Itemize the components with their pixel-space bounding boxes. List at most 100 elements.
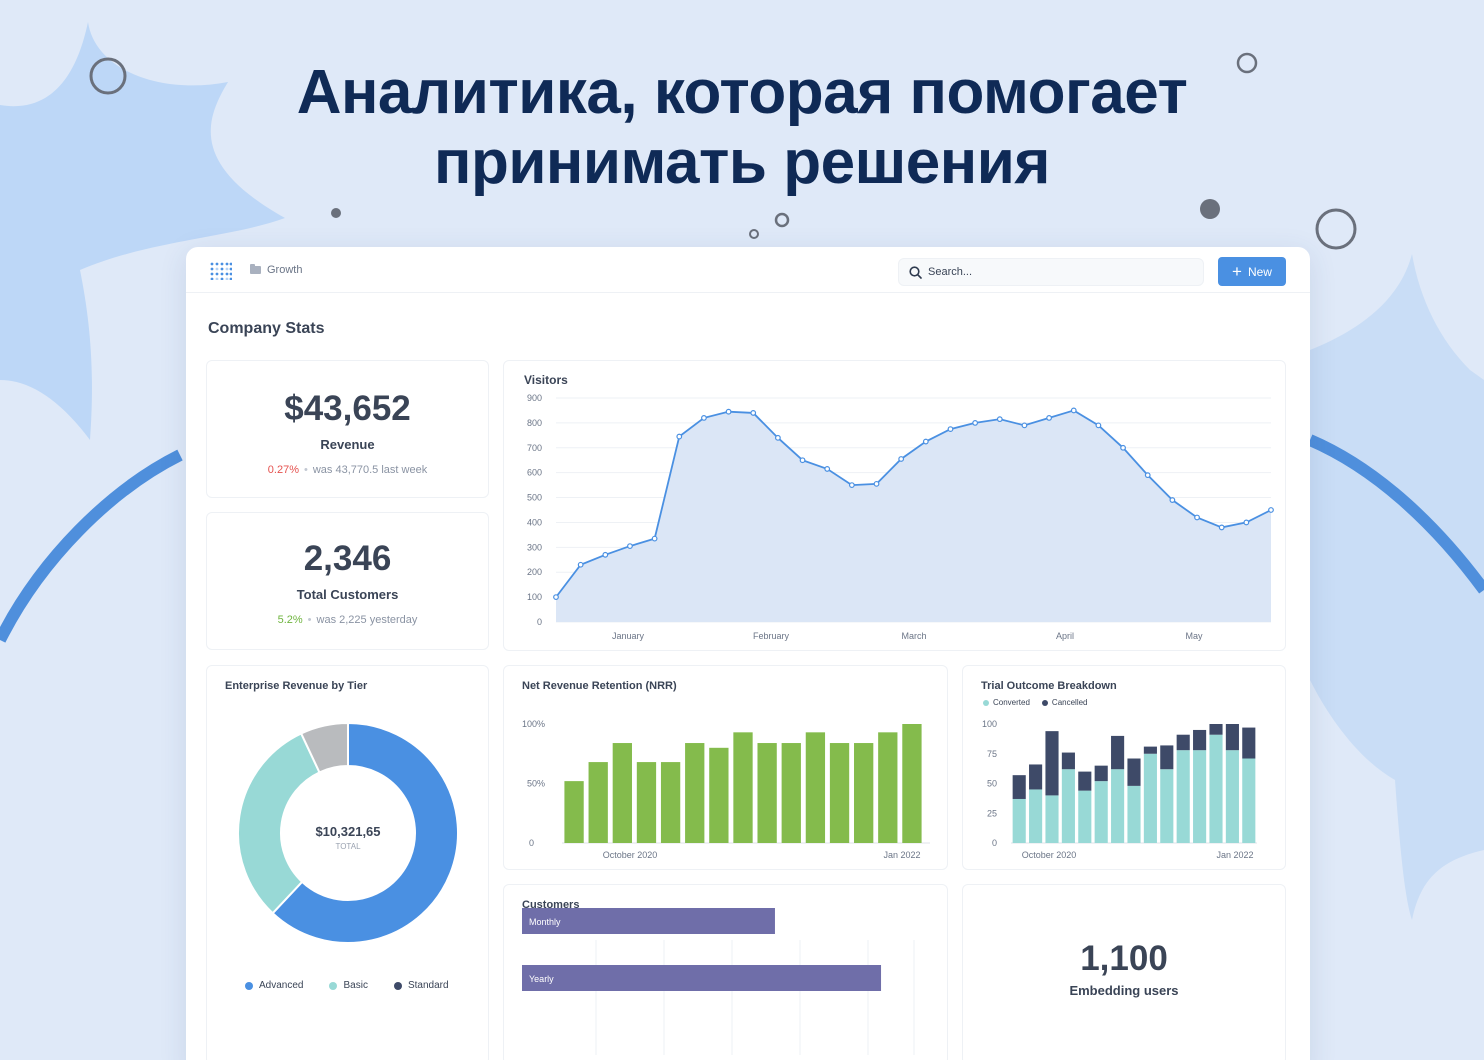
nrr-card[interactable]: Net Revenue Retention (NRR) 0 50% 100% Octo… [503, 665, 948, 870]
visitors-point [972, 419, 979, 426]
revenue-previous: was 43,770.5 last week [312, 464, 428, 476]
dashboard-window: Growth + New Company Stats $43,652 Reven… [186, 247, 1310, 1060]
enterprise-revenue-card[interactable]: Enterprise Revenue by Tier $10,321,65 TOT… [206, 665, 489, 1060]
trial-bar-converted [1127, 785, 1141, 843]
legend-label-advanced: Advanced [259, 980, 304, 991]
trial-y-tick: 0 [992, 838, 997, 848]
visitors-point [1169, 497, 1176, 503]
total-customers-comparison: 5.2% • was 2,225 yesterday [277, 614, 418, 626]
visitors-title: Visitors [524, 373, 568, 387]
visitors-point [873, 480, 880, 487]
breadcrumb-growth[interactable]: Growth [267, 264, 303, 276]
revenue-comparison: 0.27% • was 43,770.5 last week [267, 464, 428, 476]
customers-bar-monthly [522, 908, 775, 934]
nrr-bar [733, 732, 753, 843]
trial-bar-converted [1061, 769, 1075, 843]
app-logo-icon[interactable] [210, 262, 232, 280]
embedding-users-label: Embedding users [1069, 983, 1179, 998]
embedding-users-card[interactable]: 1,100 Embedding users [962, 884, 1286, 1060]
trial-bar-converted [1160, 769, 1174, 843]
trial-bar-cancelled [1176, 734, 1190, 751]
nrr-y-tick: 50% [527, 779, 545, 789]
trial-bar-cancelled [1094, 765, 1108, 782]
visitors-x-tick: April [1056, 631, 1074, 641]
trial-bar-cancelled [1061, 752, 1075, 770]
revenue-card[interactable]: $43,652 Revenue 0.27% • was 43,770.5 last … [206, 360, 489, 498]
visitors-card[interactable]: Visitors 0 100 200 300 400 500 600 700 800 900 Jan… [503, 360, 1286, 651]
visitors-point [1021, 422, 1028, 429]
visitors-point [1268, 507, 1274, 513]
visitors-point [701, 415, 707, 421]
visitors-x-tick: January [612, 631, 645, 641]
revenue-value: $43,652 [284, 389, 411, 428]
nrr-bar [805, 732, 826, 843]
total-customers-label: Total Customers [296, 587, 399, 602]
donut-slice-basic [237, 732, 321, 915]
nrr-y-tick: 100% [522, 719, 545, 729]
visitors-point [1046, 415, 1053, 421]
trial-outcome-card[interactable]: Trial Outcome Breakdown Converted Cancel… [962, 665, 1286, 870]
legend-item-converted[interactable]: Converted [983, 698, 1030, 707]
trial-outcome-legend: Converted Cancelled [983, 698, 1088, 707]
nrr-x-tick: October 2020 [603, 850, 658, 860]
new-button[interactable]: + New [1218, 257, 1286, 286]
trial-bar-cancelled [1111, 735, 1125, 770]
trial-x-tick: Jan 2022 [1216, 850, 1253, 860]
trial-bar-converted [1094, 781, 1108, 843]
legend-swatch-basic [329, 981, 338, 990]
visitors-point [824, 466, 831, 472]
nrr-chart: 0 50% 100% October 2020 Jan 2022 [522, 719, 930, 860]
visitors-y-tick: 0 [537, 617, 542, 627]
visitors-point [1095, 422, 1102, 429]
enterprise-revenue-donut: $10,321,65 TOTAL [237, 721, 459, 944]
visitors-point [602, 551, 609, 558]
visitors-point [848, 482, 855, 489]
trial-bar-converted [1111, 769, 1125, 843]
trial-bar-converted [1176, 750, 1190, 843]
visitors-point [676, 433, 683, 440]
trial-bar-converted [1143, 753, 1157, 843]
visitors-point [750, 410, 757, 416]
enterprise-revenue-legend: Advanced Basic Standard [245, 980, 449, 991]
nrr-y-tick: 0 [529, 838, 534, 848]
trial-bar-cancelled [1045, 731, 1059, 796]
search-input[interactable] [928, 266, 1188, 278]
visitors-point [1144, 472, 1151, 479]
legend-swatch-advanced [245, 981, 253, 990]
customers-bar-label: Yearly [529, 974, 554, 984]
total-customers-card[interactable]: 2,346 Total Customers 5.2% • was 2,225 yes… [206, 512, 489, 650]
visitors-point [1070, 407, 1077, 414]
legend-item-cancelled[interactable]: Cancelled [1041, 698, 1088, 707]
new-button-label: New [1247, 264, 1272, 279]
legend-label-basic: Basic [343, 980, 368, 991]
nrr-bar [709, 747, 729, 843]
search-box[interactable] [898, 258, 1204, 286]
visitors-y-tick: 500 [527, 493, 542, 503]
revenue-change: 0.27% [267, 464, 299, 476]
trial-x-tick: October 2020 [1022, 850, 1077, 860]
legend-label-standard: Standard [407, 980, 449, 991]
trial-bar-cancelled [1160, 745, 1174, 770]
trial-y-tick: 75 [987, 749, 997, 759]
donut-center-label: TOTAL [335, 842, 361, 851]
trial-bar-cancelled [1225, 724, 1239, 751]
nrr-bar [757, 743, 777, 843]
visitors-y-tick: 200 [527, 567, 542, 577]
trial-bar-cancelled [1029, 764, 1043, 790]
nrr-bar [781, 743, 801, 843]
visitors-y-tick: 900 [527, 393, 542, 403]
nrr-title: Net Revenue Retention (NRR) [522, 680, 677, 692]
breadcrumb[interactable]: Growth [250, 264, 302, 276]
visitors-area [556, 410, 1271, 622]
trial-bar-converted [1209, 734, 1223, 843]
trial-bar-converted [1045, 795, 1059, 843]
customers-card[interactable]: Customers Monthly Yearly [503, 884, 948, 1060]
legend-item-basic[interactable]: Basic [329, 980, 368, 991]
legend-item-advanced[interactable]: Advanced [245, 980, 303, 991]
visitors-y-tick: 700 [527, 443, 542, 453]
legend-item-standard[interactable]: Standard [393, 980, 449, 991]
page-title: Company Stats [208, 320, 325, 337]
visitors-point [922, 438, 929, 445]
visitors-point [1218, 524, 1225, 531]
